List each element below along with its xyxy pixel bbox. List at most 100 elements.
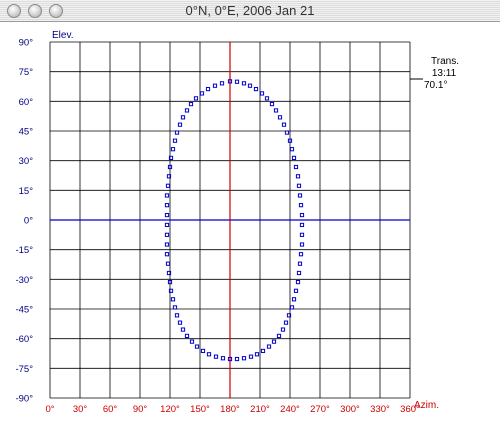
y-tick-label: 90°	[19, 38, 34, 49]
sun-path-chart: 90° 75° 60° 45° 30° 15° 0° -15° -30° -45° -60° -75°…	[0, 22, 500, 435]
sun-position-point	[260, 348, 266, 354]
sun-position-point	[269, 102, 275, 107]
sun-position-point	[291, 297, 297, 302]
sun-position-point	[295, 280, 301, 285]
sun-position-point	[164, 222, 170, 228]
sun-position-point	[180, 327, 186, 332]
sun-position-point	[170, 297, 176, 302]
sun-position-point	[194, 344, 200, 349]
close-icon[interactable]	[7, 4, 21, 18]
elevation-tick-labels: 90° 75° 60° 45° 30° 15° 0° -15° -30° -45° -60° -75°…	[15, 38, 33, 405]
sun-position-point	[189, 339, 195, 344]
sun-position-point	[174, 130, 180, 135]
sun-position-point	[299, 242, 305, 247]
transit-elevation: 70.1°	[424, 80, 447, 91]
sun-position-point	[177, 320, 183, 325]
sun-position-point	[293, 288, 299, 293]
sun-position-point	[220, 356, 226, 361]
x-tick-label: 0°	[45, 404, 54, 415]
sun-position-point	[241, 356, 247, 361]
sun-position-point	[188, 102, 194, 107]
sun-position-point	[298, 252, 304, 257]
x-tick-label: 210°	[250, 404, 270, 415]
sun-position-point	[247, 83, 253, 88]
sun-position-point	[280, 327, 286, 332]
y-tick-label: 60°	[19, 97, 34, 108]
sun-position-point	[168, 288, 174, 293]
sun-position-point	[264, 96, 270, 101]
sun-position-point	[166, 174, 172, 179]
sun-position-point	[273, 108, 279, 113]
sun-position-point	[298, 203, 304, 208]
sun-position-point	[164, 242, 170, 247]
sun-position-point	[284, 130, 290, 135]
sun-position-point	[291, 155, 297, 160]
sun-position-point	[286, 313, 292, 318]
sun-position-point	[296, 270, 302, 276]
sun-position-point	[172, 305, 178, 310]
minimize-icon[interactable]	[28, 4, 42, 18]
y-tick-label: -15°	[15, 245, 33, 256]
sun-position-point	[205, 86, 211, 92]
sun-position-point	[299, 212, 305, 218]
y-tick-label: 15°	[19, 186, 34, 197]
sun-position-point	[271, 339, 277, 344]
sun-position-point	[180, 115, 186, 120]
sun-position-point	[283, 320, 289, 325]
sun-position-point	[248, 354, 254, 359]
sun-position-point	[164, 193, 170, 198]
sun-position-point	[241, 81, 247, 86]
y-tick-label: 75°	[19, 67, 34, 78]
sun-position-point	[170, 147, 176, 152]
sun-position-point	[164, 203, 170, 208]
sun-position-point	[165, 183, 171, 188]
x-tick-label: 240°	[280, 404, 300, 415]
sun-position-point	[199, 91, 205, 96]
sun-position-point	[213, 354, 219, 359]
sun-position-point	[193, 96, 199, 101]
sun-position-point	[289, 147, 295, 152]
sun-position-point	[277, 115, 283, 120]
sun-position-point	[172, 138, 178, 143]
sun-position-point	[299, 222, 305, 228]
sun-position-point	[259, 91, 265, 96]
title-bar[interactable]: 0°N, 0°E, 2006 Jan 21	[0, 0, 500, 22]
sun-position-point	[219, 81, 225, 86]
sun-position-point	[164, 232, 170, 237]
y-tick-label: 0°	[24, 216, 33, 227]
y-axis-label: Elev.	[52, 30, 74, 41]
x-tick-label: 90°	[133, 404, 148, 415]
sun-position-point	[299, 232, 305, 237]
x-axis-label: Azim.	[414, 400, 439, 411]
sun-position-point	[266, 344, 272, 349]
sun-position-point	[167, 280, 173, 285]
sun-position-point	[296, 183, 302, 188]
azimuth-tick-labels: 0° 30° 60° 90° 120° 150° 180° 210° 240° 270° 300° 3…	[45, 404, 420, 415]
sun-position-point	[206, 352, 212, 357]
x-tick-label: 30°	[73, 404, 88, 415]
sun-position-point	[281, 122, 287, 127]
x-tick-label: 150°	[190, 404, 210, 415]
x-tick-label: 60°	[103, 404, 118, 415]
sun-position-point	[234, 356, 240, 362]
sun-position-point	[295, 174, 301, 179]
zoom-icon[interactable]	[49, 4, 63, 18]
sun-position-point	[200, 348, 206, 354]
sun-position-point	[254, 352, 260, 357]
sun-position-point	[234, 79, 240, 84]
y-tick-label: -75°	[15, 364, 33, 375]
sun-position-point	[167, 164, 173, 170]
y-tick-label: -45°	[15, 305, 33, 316]
sun-position-point	[253, 86, 259, 92]
sun-position-point	[164, 252, 170, 257]
x-tick-label: 270°	[310, 404, 330, 415]
x-tick-label: 330°	[370, 404, 390, 415]
sun-position-point	[287, 138, 293, 143]
sun-position-point	[276, 333, 282, 338]
sun-position-point	[174, 313, 180, 318]
x-tick-label: 120°	[160, 404, 180, 415]
x-tick-label: 360°	[400, 404, 420, 415]
sun-path-points	[164, 79, 305, 362]
sun-position-point	[168, 155, 174, 160]
